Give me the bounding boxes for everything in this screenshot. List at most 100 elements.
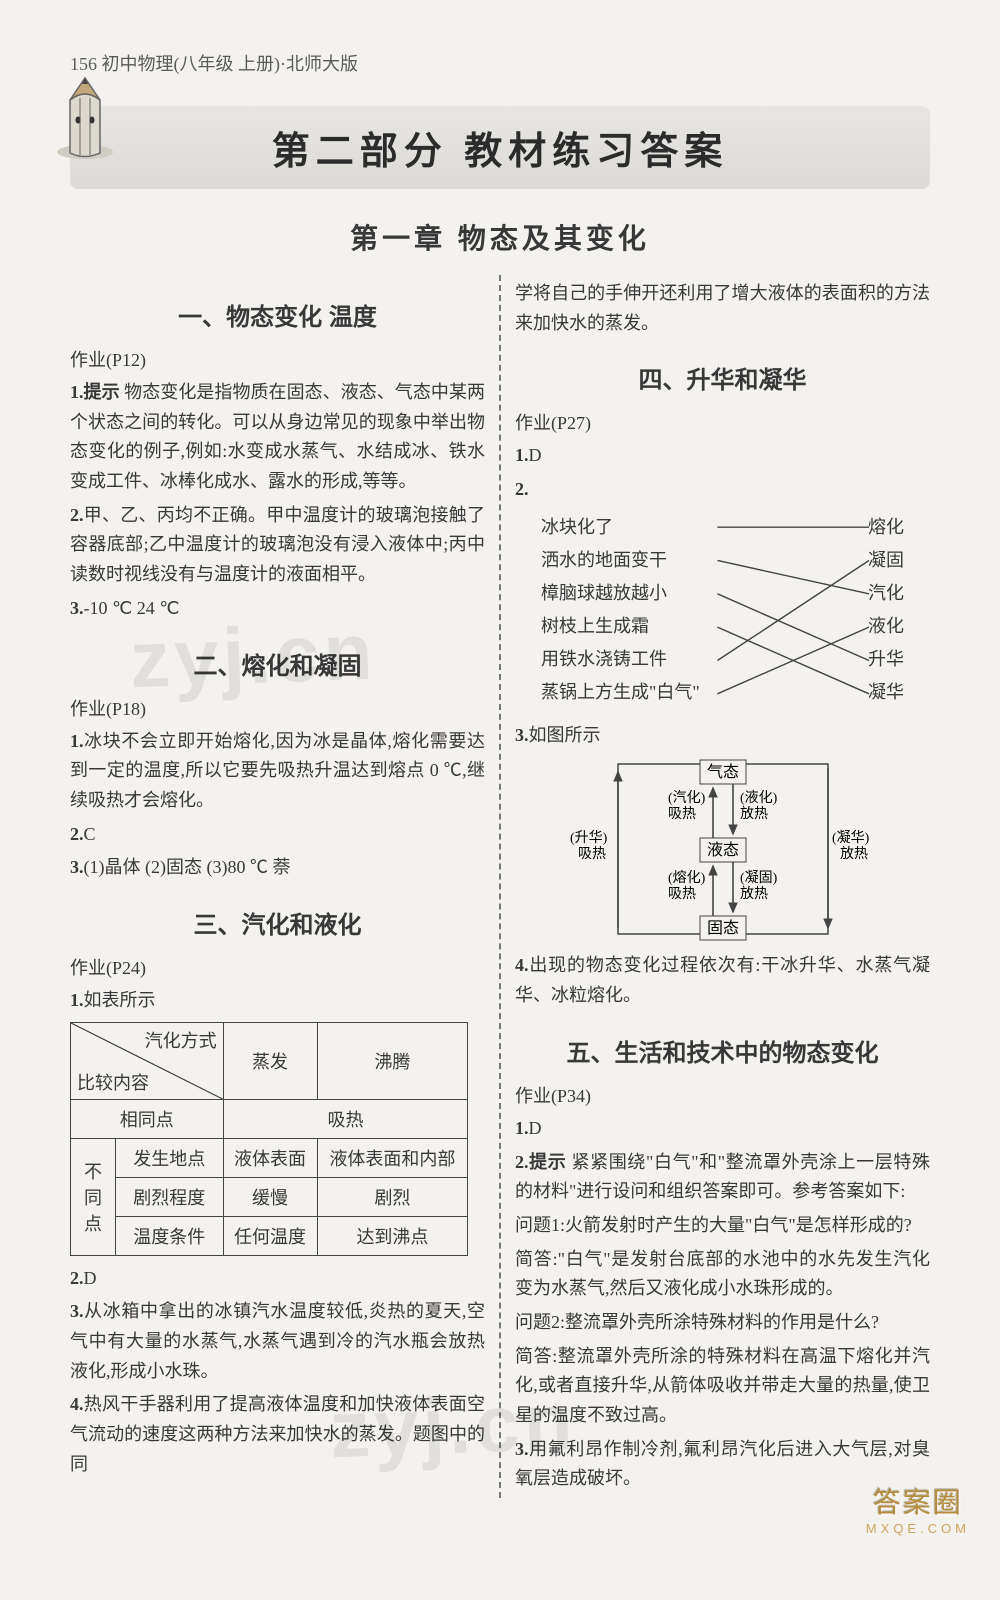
badge-url: MXQE.COM [866, 1521, 970, 1536]
chapter-title: 第一章 物态及其变化 [70, 217, 930, 257]
q-body: -10 ℃ 24 ℃ [84, 598, 180, 618]
vaporize-table: 汽化方式 比较内容 蒸发 沸腾 相同点 吸热 不同点 发生地点 液体表面 液体表… [70, 1022, 468, 1256]
q-lead: 1.提示 [70, 382, 120, 402]
svg-text:放热: 放热 [840, 846, 868, 862]
hw-ref: 作业(P27) [515, 409, 930, 435]
q-body: D [84, 1268, 97, 1288]
svg-text:放热: 放热 [740, 806, 768, 822]
svg-text:(熔化): (熔化) [668, 870, 706, 886]
q-lead: 3. [70, 598, 84, 618]
footer-badge: 答案圈 MXQE.COM [866, 1481, 970, 1536]
q-body: D [529, 445, 542, 465]
svg-text:固态: 固态 [706, 919, 738, 937]
state-change-diagram: 气态 液态 固态 (汽化) 吸热 (液化) [515, 756, 930, 941]
part-banner-title: 第二部分 教材练习答案 [272, 131, 729, 173]
table-cell: 吸热 [223, 1099, 468, 1138]
q-lead: 1. [515, 445, 529, 465]
s1-q2: 2.甲、乙、丙均不正确。甲中温度计的玻璃泡接触了容器底部;乙中温度计的玻璃泡没有… [70, 501, 485, 590]
s1-q1: 1.提示 物态变化是指物质在固态、液态、气态中某两个状态之间的转化。可以从身边常… [70, 378, 485, 497]
svg-text:吸热: 吸热 [578, 846, 606, 862]
table-cell: 任何温度 [223, 1216, 317, 1255]
s5-q2c: 问题2:整流罩外壳所涂特殊材料的作用是什么? [515, 1308, 930, 1338]
s5-q2a: 问题1:火箭发射时产生的大量"白气"是怎样形成的? [515, 1211, 930, 1241]
q-lead: 3. [70, 857, 84, 877]
part-banner: 第二部分 教材练习答案 [70, 106, 930, 189]
svg-text:放热: 放热 [740, 886, 768, 902]
badge-title: 答案圈 [866, 1481, 970, 1521]
s4-q4: 4.出现的物态变化过程依次有:干冰升华、水蒸气凝华、冰粒熔化。 [515, 951, 930, 1010]
q-body: 出现的物态变化过程依次有:干冰升华、水蒸气凝华、冰粒熔化。 [515, 955, 930, 1005]
q-body: 热风干手器利用了提高液体温度和加快液体表面空气流动的速度这两种方法来加快水的蒸发… [70, 1394, 485, 1473]
table-cell: 发生地点 [116, 1138, 224, 1177]
q-lead: 3. [515, 725, 529, 745]
q-lead: 1. [70, 990, 84, 1010]
left-column: 一、物态变化 温度 作业(P12) 1.提示 物态变化是指物质在固态、液态、气态… [70, 275, 499, 1498]
q-body: 紧紧围绕"白气"和"整流罩外壳涂上一层特殊的材料"进行设问和组织答案即可。参考答… [515, 1152, 930, 1202]
match-lines [515, 511, 930, 711]
s3-q3: 3.从冰箱中拿出的冰镇汽水温度较低,炎热的夏天,空气中有大量的水蒸气,水蒸气遇到… [70, 1297, 485, 1386]
q-lead: 2. [515, 479, 529, 499]
q-lead: 4. [70, 1394, 84, 1414]
s3-q2: 2.D [70, 1264, 485, 1294]
s3-q4: 4.热风干手器利用了提高液体温度和加快液体表面空气流动的速度这两种方法来加快水的… [70, 1390, 485, 1479]
q-lead: 1. [515, 1118, 529, 1138]
svg-text:(凝华): (凝华) [832, 830, 870, 846]
s3-q1: 1.如表所示 [70, 986, 485, 1016]
matching-diagram: 冰块化了洒水的地面变干樟脑球越放越小树枝上生成霜用铁水浇铸工件蒸锅上方生成"白气… [515, 511, 930, 711]
hw-ref: 作业(P12) [70, 346, 485, 372]
table-cell: 剧烈程度 [116, 1177, 224, 1216]
page-header: 156 初中物理(八年级 上册)·北师大版 [70, 50, 930, 76]
table-cell: 沸腾 [317, 1022, 468, 1099]
q-lead: 2.提示 [515, 1152, 566, 1172]
table-cell: 温度条件 [116, 1216, 224, 1255]
q-body: 冰块不会立即开始熔化,因为冰是晶体,熔化需要达到一定的温度,所以它要先吸热升温达… [70, 731, 485, 810]
q-lead: 4. [515, 955, 529, 975]
section-2-title: 二、熔化和凝固 [70, 646, 485, 681]
q-body: 从冰箱中拿出的冰镇汽水温度较低,炎热的夏天,空气中有大量的水蒸气,水蒸气遇到冷的… [70, 1301, 485, 1380]
s2-q3: 3.(1)晶体 (2)固态 (3)80 ℃ 萘 [70, 853, 485, 883]
s4-q3: 3.如图所示 [515, 721, 930, 751]
q-lead: 2. [70, 824, 84, 844]
svg-text:吸热: 吸热 [668, 886, 696, 902]
table-cell: 相同点 [71, 1099, 224, 1138]
svg-text:(汽化): (汽化) [668, 790, 706, 806]
svg-text:气态: 气态 [706, 763, 738, 781]
q-body: 如表所示 [84, 990, 156, 1010]
s5-q2: 2.提示 紧紧围绕"白气"和"整流罩外壳涂上一层特殊的材料"进行设问和组织答案即… [515, 1148, 930, 1207]
q-lead: 2. [70, 505, 84, 525]
table-cell: 达到沸点 [317, 1216, 468, 1255]
s4-q1: 1.D [515, 441, 930, 471]
section-1-title: 一、物态变化 温度 [70, 297, 485, 332]
q-body: D [529, 1118, 542, 1138]
hw-ref: 作业(P18) [70, 695, 485, 721]
q-body: (1)晶体 (2)固态 (3)80 ℃ 萘 [84, 857, 291, 877]
q-lead: 3. [70, 1301, 84, 1321]
hw-ref: 作业(P24) [70, 954, 485, 980]
s2-q1: 1.冰块不会立即开始熔化,因为冰是晶体,熔化需要达到一定的温度,所以它要先吸热升… [70, 727, 485, 816]
table-cell: 缓慢 [223, 1177, 317, 1216]
s5-q2b: 简答:"白气"是发射台底部的水池中的水先发生汽化变为水蒸气,然后又液化成小水珠形… [515, 1245, 930, 1304]
q-body: 如图所示 [529, 725, 601, 745]
table-cell: 不同点 [71, 1138, 116, 1255]
pencil-icon [52, 70, 122, 160]
svg-text:(升华): (升华) [570, 830, 608, 846]
q-lead: 3. [515, 1439, 529, 1459]
q-body: 甲、乙、丙均不正确。甲中温度计的玻璃泡接触了容器底部;乙中温度计的玻璃泡没有浸入… [70, 505, 485, 584]
q-lead: 2. [70, 1268, 84, 1288]
q-lead: 1. [70, 731, 84, 751]
s2-q2: 2.C [70, 820, 485, 850]
q-body: 物态变化是指物质在固态、液态、气态中某两个状态之间的转化。可以从身边常见的现象中… [70, 382, 485, 491]
table-diag-header: 汽化方式 比较内容 [71, 1022, 224, 1099]
table-cell: 蒸发 [223, 1022, 317, 1099]
section-5-title: 五、生活和技术中的物态变化 [515, 1033, 930, 1068]
s4-q2-lead: 2. [515, 475, 930, 505]
s3-q4-cont: 学将自己的手伸开还利用了增大液体的表面积的方法来加快水的蒸发。 [515, 279, 930, 338]
svg-text:(液化): (液化) [740, 790, 778, 806]
svg-text:(凝固): (凝固) [740, 870, 778, 886]
svg-text:液态: 液态 [706, 841, 738, 859]
right-column: 学将自己的手伸开还利用了增大液体的表面积的方法来加快水的蒸发。 四、升华和凝华 … [501, 275, 930, 1498]
table-cell: 液体表面 [223, 1138, 317, 1177]
table-cell: 剧烈 [317, 1177, 468, 1216]
diag-bot: 比较内容 [77, 1069, 149, 1095]
s5-q1: 1.D [515, 1114, 930, 1144]
